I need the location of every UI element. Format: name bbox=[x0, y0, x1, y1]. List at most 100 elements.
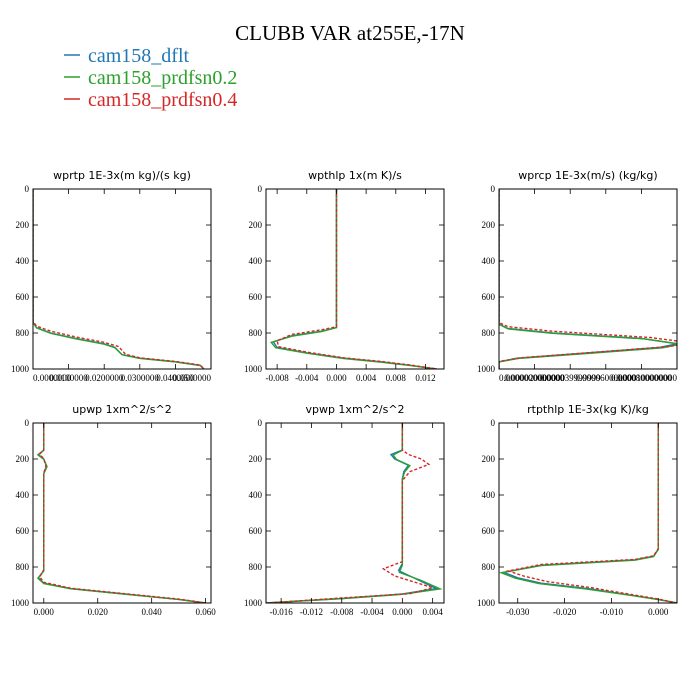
x-tick-label: 0.0200000 bbox=[85, 373, 124, 383]
series-line-3 bbox=[276, 189, 437, 369]
y-tick-label: 800 bbox=[249, 562, 263, 572]
x-tick-label: -0.030 bbox=[506, 607, 530, 617]
x-tick-label: 0.000039999999 bbox=[540, 373, 601, 383]
panel-title: upwp 1xm^2/s^2 bbox=[72, 403, 172, 416]
y-tick-label: 800 bbox=[16, 562, 30, 572]
panel-title: wprcp 1E-3x(m/s) (kg/kg) bbox=[518, 169, 657, 182]
panel-3: wprcp 1E-3x(m/s) (kg/kg) 0 200 400 600 800 100… bbox=[477, 169, 678, 383]
panel-6: rtpthlp 1E-3x(kg K)/kg02004006008001000-… bbox=[477, 403, 678, 617]
panel-2: wpthlp 1x(m K)/s 0 200 400 600 800 1000-0.008-… bbox=[244, 169, 445, 383]
plot-frame bbox=[32, 422, 212, 604]
panel-4: upwp 1xm^2/s^2 0 200 400 600 800 1000 0.000 0.02… bbox=[11, 403, 216, 617]
y-tick-label: 1000 bbox=[244, 364, 263, 374]
series-line-3 bbox=[38, 423, 206, 603]
series-line-1 bbox=[37, 423, 206, 603]
y-tick-label: 0 bbox=[258, 184, 263, 194]
panels: wprtp 1E-3x(m kg)/(s kg) 0 200 400 600 800 100… bbox=[11, 169, 678, 617]
series-line-1 bbox=[272, 189, 437, 369]
y-tick-label: 600 bbox=[482, 526, 496, 536]
y-tick-label: 400 bbox=[249, 490, 263, 500]
x-tick-label: 0.000 bbox=[392, 607, 413, 617]
plot-frame bbox=[32, 188, 212, 370]
series-line-1 bbox=[501, 423, 677, 603]
figure-title: CLUBB VAR at255E,-17N bbox=[235, 21, 465, 45]
x-tick-label: 0.0000000000000 bbox=[499, 373, 565, 383]
series-line-2 bbox=[499, 423, 677, 603]
legend-label: cam158_dflt bbox=[88, 45, 190, 67]
x-tick-label: 0.060 bbox=[195, 607, 216, 617]
x-tick-label: 0.000020000000 bbox=[504, 373, 565, 383]
y-tick-label: 0 bbox=[25, 184, 30, 194]
y-tick-label: 1000 bbox=[477, 598, 496, 608]
y-tick-label: 200 bbox=[482, 454, 496, 464]
x-tick-label: 0.000 bbox=[648, 607, 669, 617]
x-tick-label: 0.0500000 bbox=[173, 373, 212, 383]
x-tick-label: -0.016 bbox=[270, 607, 294, 617]
x-tick-label: 0.012 bbox=[415, 373, 435, 383]
y-tick-label: 400 bbox=[482, 256, 496, 266]
y-tick-label: 0 bbox=[491, 418, 496, 428]
x-tick-label: 0.000080000000 bbox=[611, 373, 672, 383]
series-line-3 bbox=[266, 423, 436, 603]
x-tick-label: 0.000 bbox=[326, 373, 347, 383]
y-tick-label: 0 bbox=[258, 418, 263, 428]
series-line-3 bbox=[33, 189, 205, 369]
series-line-2 bbox=[499, 189, 677, 369]
y-tick-label: 600 bbox=[16, 292, 30, 302]
y-tick-label: 400 bbox=[16, 256, 30, 266]
series-line-2 bbox=[36, 423, 206, 603]
y-tick-label: 200 bbox=[482, 220, 496, 230]
y-tick-label: 200 bbox=[16, 220, 30, 230]
y-tick-label: 400 bbox=[16, 490, 30, 500]
plot-frame bbox=[498, 188, 678, 370]
y-tick-label: 600 bbox=[16, 526, 30, 536]
series-line-2 bbox=[33, 189, 205, 369]
legend: cam158_dflt cam158_prdfsn0.2 cam158_prdf… bbox=[64, 45, 237, 111]
x-tick-label: -0.008 bbox=[330, 607, 354, 617]
legend-item-dflt: cam158_dflt bbox=[64, 45, 190, 67]
panel-title: vpwp 1xm^2/s^2 bbox=[305, 403, 404, 416]
panel-5: vpwp 1xm^2/s^2 0 200 400 600 800 1000 -0.016 -0.… bbox=[244, 403, 445, 617]
x-tick-label: 0.008 bbox=[386, 373, 407, 383]
plot-frame bbox=[265, 188, 445, 370]
y-tick-label: 1000 bbox=[244, 598, 263, 608]
series-line-1 bbox=[499, 189, 677, 369]
y-tick-label: 600 bbox=[482, 292, 496, 302]
series-line-2 bbox=[269, 189, 437, 369]
y-tick-label: 800 bbox=[16, 328, 30, 338]
series-line-2 bbox=[266, 423, 443, 603]
x-tick-label: 0.0400000 bbox=[156, 373, 195, 383]
x-tick-label: 0.004 bbox=[423, 607, 444, 617]
x-tick-label: -0.012 bbox=[300, 607, 323, 617]
x-tick-label: -0.020 bbox=[553, 607, 577, 617]
x-tick-label: -0.010 bbox=[600, 607, 624, 617]
series-line-3 bbox=[499, 189, 677, 369]
y-tick-label: 800 bbox=[482, 328, 496, 338]
plot-frame bbox=[498, 422, 678, 604]
y-tick-label: 400 bbox=[482, 490, 496, 500]
panel-title: wpthlp 1x(m K)/s bbox=[308, 169, 402, 182]
y-tick-label: 600 bbox=[249, 292, 263, 302]
y-tick-label: 200 bbox=[16, 454, 30, 464]
y-tick-label: 1000 bbox=[11, 598, 30, 608]
y-tick-label: 600 bbox=[249, 526, 263, 536]
x-tick-label: 0.020 bbox=[88, 607, 109, 617]
series-line-3 bbox=[505, 423, 677, 603]
x-tick-label: 0.0300000 bbox=[121, 373, 160, 383]
plot-frame bbox=[265, 422, 445, 604]
y-tick-label: 200 bbox=[249, 220, 263, 230]
legend-label: cam158_prdfsn0.2 bbox=[88, 67, 237, 89]
x-tick-label: -0.008 bbox=[266, 373, 290, 383]
panel-1: wprtp 1E-3x(m kg)/(s kg) 0 200 400 600 800 100… bbox=[11, 169, 212, 383]
series-line-1 bbox=[33, 189, 205, 369]
legend-label: cam158_prdfsn0.4 bbox=[88, 89, 237, 111]
y-tick-label: 800 bbox=[249, 328, 263, 338]
x-tick-label: 0.000060000000 bbox=[575, 373, 636, 383]
x-tick-label: 0.0100000 bbox=[49, 373, 88, 383]
y-tick-label: 400 bbox=[249, 256, 263, 266]
x-tick-label: 0.004 bbox=[356, 373, 377, 383]
x-tick-label: 0.0000000 bbox=[33, 373, 72, 383]
panel-title: rtpthlp 1E-3x(kg K)/kg bbox=[527, 403, 649, 416]
legend-item-prdfsn02: cam158_prdfsn0.2 bbox=[64, 67, 237, 89]
